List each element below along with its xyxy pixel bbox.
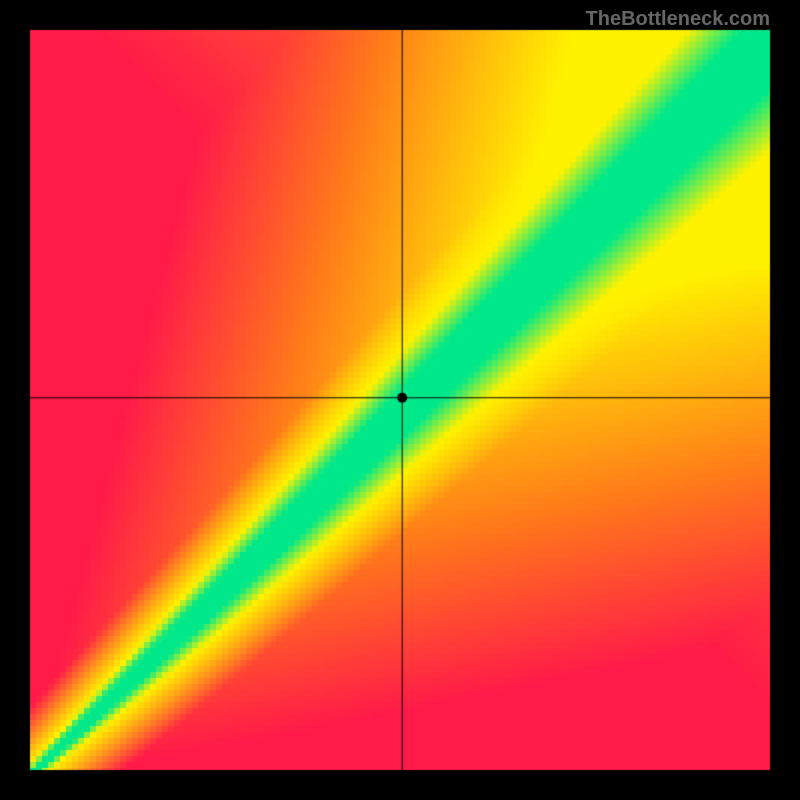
heatmap-canvas: [0, 0, 800, 800]
bottleneck-chart: TheBottleneck.com: [0, 0, 800, 800]
watermark-text: TheBottleneck.com: [586, 8, 770, 31]
